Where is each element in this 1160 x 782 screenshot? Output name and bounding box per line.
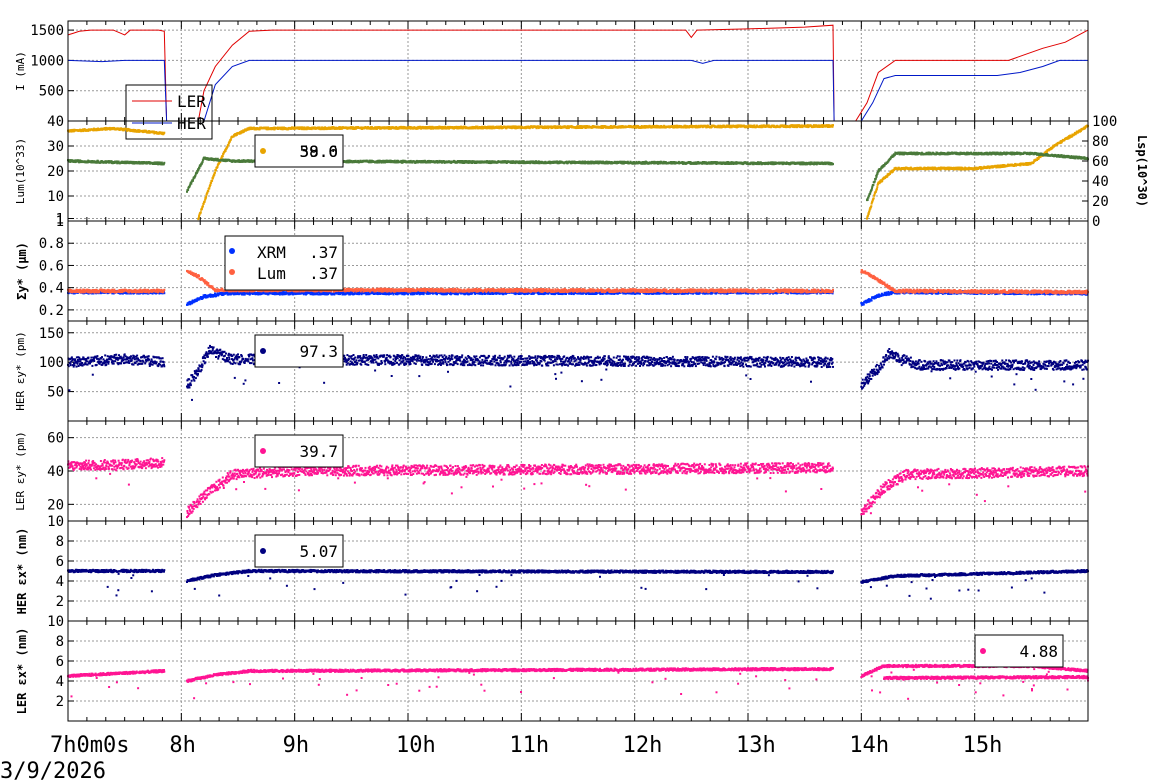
- data-point: [222, 155, 224, 157]
- y-tick-label: 40: [47, 114, 64, 130]
- data-point: [209, 184, 211, 186]
- series-ler: [68, 25, 1088, 121]
- data-point: [210, 182, 212, 184]
- data-point: [866, 218, 868, 220]
- data-point: [873, 197, 875, 199]
- series-line: [68, 25, 1088, 121]
- data-point: [187, 189, 189, 191]
- data-point: [163, 132, 165, 134]
- data-point: [204, 201, 206, 203]
- data-point: [212, 177, 214, 179]
- y-tick-label: 10: [47, 189, 64, 205]
- data-point: [214, 172, 216, 174]
- data-point: [868, 213, 870, 215]
- y-tick-label: 30: [47, 139, 64, 155]
- y-tick-label: 1500: [30, 23, 64, 39]
- y-tick-label: 500: [39, 84, 64, 100]
- data-point: [876, 188, 878, 190]
- y-tick-label: 1000: [30, 53, 64, 69]
- series-lum: [67, 124, 1089, 220]
- data-point: [832, 124, 834, 126]
- data-point: [202, 205, 204, 207]
- data-point: [211, 180, 213, 182]
- y-tick-label: 20: [47, 164, 64, 180]
- data-point: [870, 205, 872, 207]
- panel-frame: [68, 21, 1088, 121]
- data-point: [190, 183, 192, 185]
- data-point: [207, 190, 209, 192]
- y-axis-label: I (mA): [14, 51, 27, 91]
- data-point: [163, 162, 165, 164]
- data-point: [873, 194, 875, 196]
- data-point: [198, 167, 200, 169]
- legend-label: LER: [177, 92, 206, 111]
- data-point: [200, 211, 202, 213]
- data-point: [215, 169, 217, 171]
- data-point: [876, 186, 878, 188]
- data-point: [205, 196, 207, 198]
- data-point: [208, 187, 210, 189]
- data-point: [230, 138, 232, 140]
- data-point: [192, 179, 194, 181]
- data-point: [225, 150, 227, 152]
